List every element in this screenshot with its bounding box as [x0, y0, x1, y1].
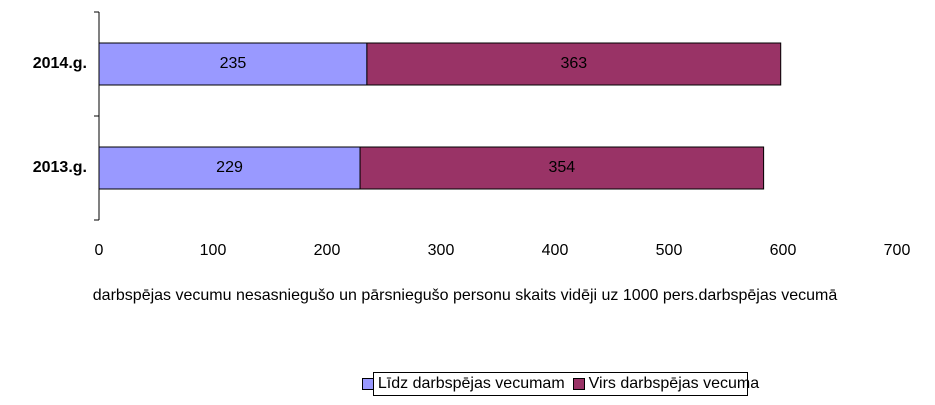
y-tick-label: 2013.g. [33, 159, 87, 176]
bar [359, 146, 765, 190]
legend-item: Līdz darbspējas vecumam [361, 375, 565, 393]
x-tick-label: 100 [200, 242, 227, 259]
x-axis-label: darbspējas vecumu nesasniegušo un pārsni… [92, 287, 838, 304]
plot: 0 100 200 300 400 500 600 700 2013.g. 229 354 2014.… [33, 11, 911, 259]
x-tick-label: 700 [884, 242, 911, 259]
data-label: 363 [560, 55, 587, 72]
legend-swatch [361, 378, 374, 390]
bar [366, 42, 782, 86]
x-tick-label: 0 [95, 242, 104, 259]
legend-item: Virs darbspējas vecuma [572, 375, 760, 393]
y-tick-label: 2014.g. [33, 55, 87, 72]
legend-swatch [572, 378, 585, 390]
legend-label: Virs darbspējas vecuma [588, 375, 760, 392]
bar [98, 42, 368, 86]
data-label: 229 [216, 159, 243, 176]
bar [98, 146, 361, 190]
data-label: 235 [220, 55, 247, 72]
x-tick-label: 300 [428, 242, 455, 259]
x-tick-label: 400 [542, 242, 569, 259]
data-label: 354 [548, 159, 575, 176]
x-tick-label: 200 [314, 242, 341, 259]
legend: Līdz darbspējas vecumam Virs darbspējas v… [361, 372, 759, 396]
x-tick-label: 600 [770, 242, 797, 259]
legend-label: Līdz darbspējas vecumam [377, 375, 565, 392]
x-tick-label: 500 [656, 242, 683, 259]
